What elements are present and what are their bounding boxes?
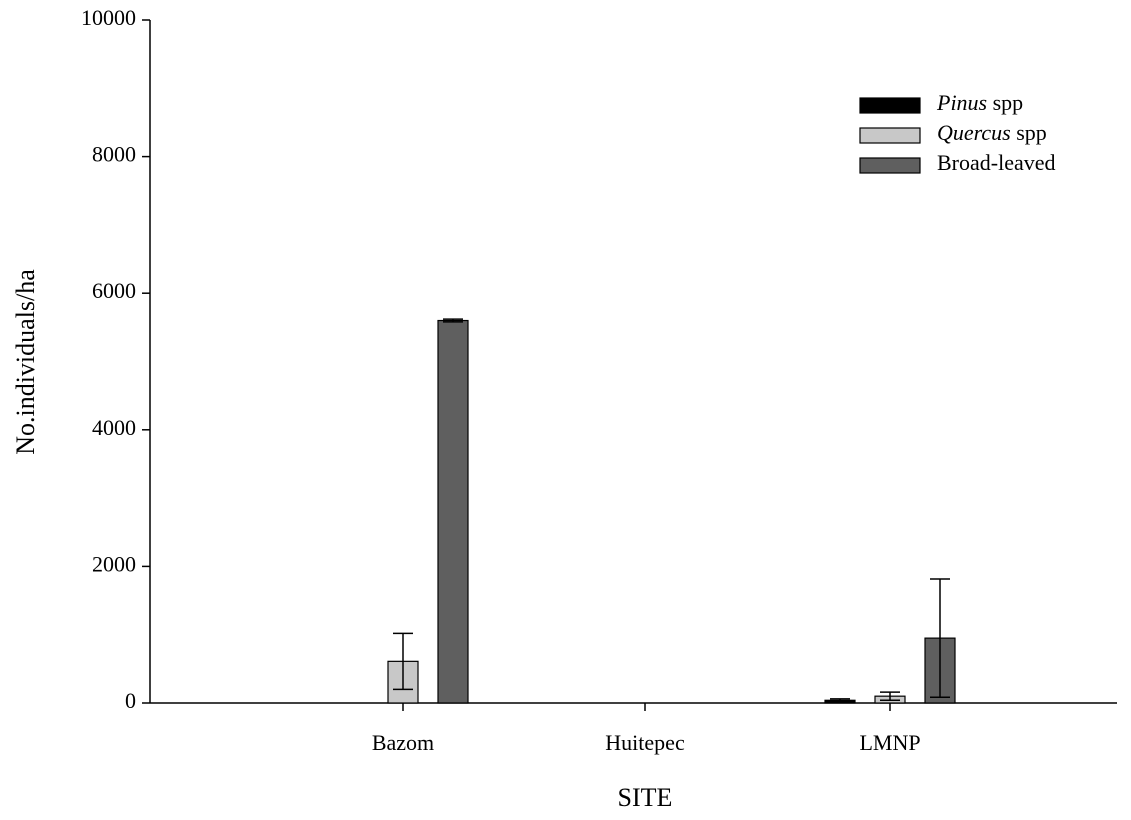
legend-genus: Quercus <box>937 120 1011 145</box>
y-tick-label: 4000 <box>92 415 136 440</box>
x-tick-label: Huitepec <box>605 730 685 755</box>
y-tick-label: 2000 <box>92 551 136 576</box>
y-tick-label: 6000 <box>92 278 136 303</box>
legend-label: Broad-leaved <box>937 150 1056 175</box>
error-bar <box>880 691 900 702</box>
legend-label: Quercus spp <box>937 120 1047 145</box>
legend-label: Pinus spp <box>936 90 1023 115</box>
legend-swatch <box>859 157 921 174</box>
error-bar <box>830 698 850 703</box>
legend-rest: spp <box>987 90 1023 115</box>
y-tick-label: 8000 <box>92 142 136 167</box>
x-tick-label: Bazom <box>372 730 434 755</box>
legend-swatch <box>859 127 921 144</box>
legend-swatch <box>859 97 921 114</box>
x-tick-label: LMNP <box>859 730 920 755</box>
y-tick-label: 10000 <box>81 5 136 30</box>
x-axis-label: SITE <box>618 783 673 812</box>
legend-genus: Pinus <box>936 90 987 115</box>
error-bar <box>443 318 463 323</box>
y-axis-label: No.individuals/ha <box>11 269 40 455</box>
y-tick-label: 0 <box>125 688 136 713</box>
error-bar <box>930 578 950 698</box>
legend-rest: spp <box>1011 120 1047 145</box>
error-bar <box>393 632 413 691</box>
bar <box>437 319 469 704</box>
